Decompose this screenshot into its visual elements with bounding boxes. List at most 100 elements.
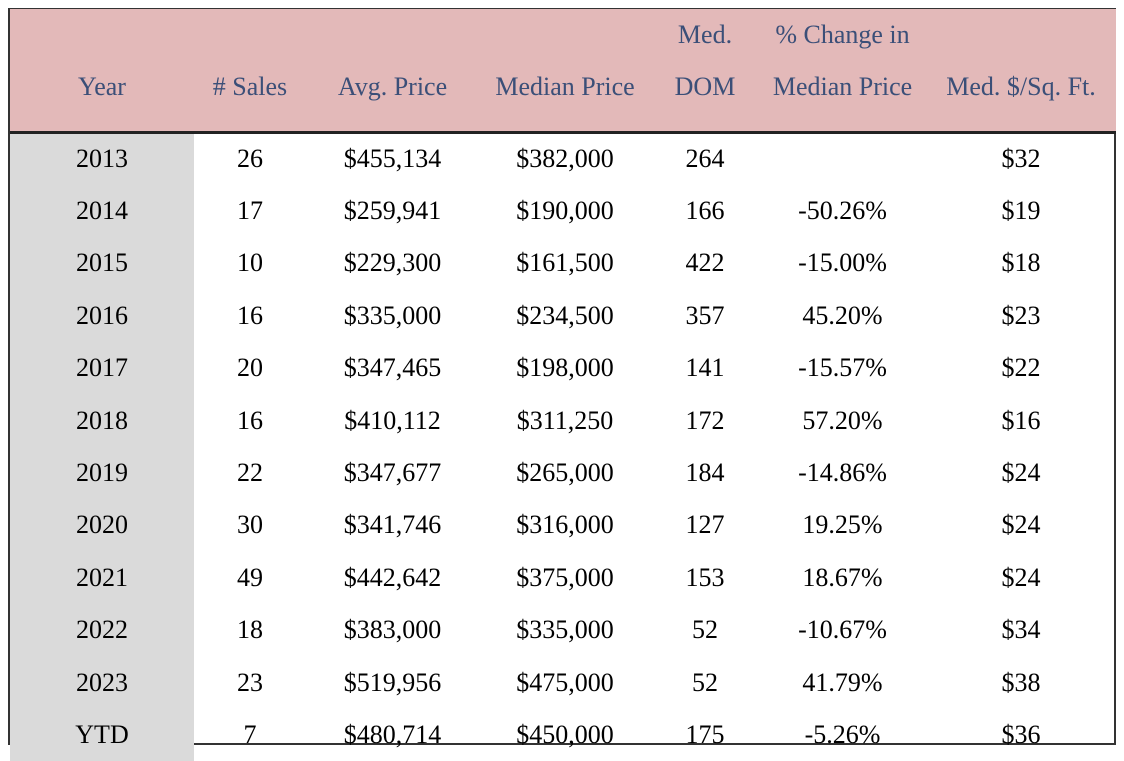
table-cell: 52 [651,604,759,656]
table-cell: $455,134 [306,133,479,185]
row-label: 2020 [10,499,194,551]
table-cell: $22 [926,342,1116,394]
table-cell: $475,000 [479,656,651,708]
table-cell: $36 [926,709,1116,761]
table-cell: 264 [651,133,759,185]
table-cell: $18 [926,237,1116,289]
table-cell: $19 [926,185,1116,237]
table-cell: $229,300 [306,237,479,289]
header-line: # Sales [194,61,306,113]
table-cell: $442,642 [306,552,479,604]
table-cell: $23 [926,290,1116,342]
table-cell: 10 [194,237,306,289]
row-label: 2014 [10,185,194,237]
table-cell: $16 [926,394,1116,446]
table-cell: $480,714 [306,709,479,761]
table-cell: 166 [651,185,759,237]
header-line: Median Price [759,61,926,113]
table-cell: $410,112 [306,394,479,446]
table-cell: 41.79% [759,656,926,708]
table-cell: 22 [194,447,306,499]
table-cell: $347,465 [306,342,479,394]
table-cell: -15.57% [759,342,926,394]
column-header: Med.DOM [651,9,759,133]
row-label: 2013 [10,133,194,185]
table-cell: $375,000 [479,552,651,604]
row-label: 2018 [10,394,194,446]
table-cell: $34 [926,604,1116,656]
table-cell: 18 [194,604,306,656]
table-cell: $161,500 [479,237,651,289]
table-cell: 20 [194,342,306,394]
table-cell: 30 [194,499,306,551]
table-cell: 422 [651,237,759,289]
table-cell: $265,000 [479,447,651,499]
table-cell: $32 [926,133,1116,185]
column-header: Avg. Price [306,9,479,133]
row-label: 2015 [10,237,194,289]
table-cell: 57.20% [759,394,926,446]
table-cell: $259,941 [306,185,479,237]
table-cell: -5.26% [759,709,926,761]
table-cell: 7 [194,709,306,761]
table-cell: $24 [926,552,1116,604]
column-header: Med. $/Sq. Ft. [926,9,1116,133]
header-line: % Change in [759,9,926,61]
table-cell: 52 [651,656,759,708]
table-cell: 26 [194,133,306,185]
row-label: 2021 [10,552,194,604]
header-line: Med. $/Sq. Ft. [926,61,1116,113]
table-cell: $335,000 [479,604,651,656]
table-cell: $190,000 [479,185,651,237]
table-cell: $519,956 [306,656,479,708]
table-cell: $24 [926,499,1116,551]
row-label: 2023 [10,656,194,708]
table-cell: 357 [651,290,759,342]
table-cell: 49 [194,552,306,604]
table-cell: 16 [194,394,306,446]
table-cell: -15.00% [759,237,926,289]
table-cell [759,133,926,185]
table-cell: 23 [194,656,306,708]
table-cell: 184 [651,447,759,499]
table-cell: 153 [651,552,759,604]
row-label: 2022 [10,604,194,656]
table-cell: $38 [926,656,1116,708]
table-cell: -50.26% [759,185,926,237]
table-cell: $347,677 [306,447,479,499]
table-cell: -14.86% [759,447,926,499]
table-cell: $24 [926,447,1116,499]
header-line: Year [10,61,194,113]
column-header: Median Price [479,9,651,133]
table-cell: $234,500 [479,290,651,342]
table-cell: $335,000 [306,290,479,342]
header-line: Median Price [479,61,651,113]
row-label: 2016 [10,290,194,342]
header-line: Med. [651,9,759,61]
table-cell: $450,000 [479,709,651,761]
row-label: YTD [10,709,194,761]
table-cell: -10.67% [759,604,926,656]
header-line: Avg. Price [306,61,479,113]
table-cell: 19.25% [759,499,926,551]
row-label: 2017 [10,342,194,394]
table-cell: $316,000 [479,499,651,551]
table-cell: 175 [651,709,759,761]
